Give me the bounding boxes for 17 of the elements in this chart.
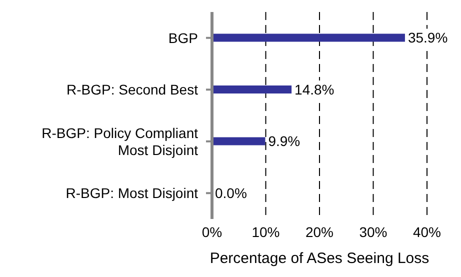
x-tick-label: 40% [412,224,442,240]
data-label: 9.9% [268,133,300,150]
y-tick-label: BGP [168,30,198,46]
y-tick-label: R-BGP: Policy Compliant Most Disjoint [42,124,198,158]
y-tick-label: R-BGP: Most Disjoint [66,185,198,202]
data-label: 35.9% [408,30,448,46]
bar [212,85,292,94]
x-tick-label: 20% [305,224,334,240]
x-axis-title: Percentage of ASes Seeing Loss [210,250,430,267]
data-label: 14.8% [294,81,334,98]
x-tick-label: 10% [252,224,280,240]
y-tick-label: R-BGP: Second Best [66,82,198,98]
x-tick-label: 30% [359,224,388,240]
bar [212,34,405,42]
data-label: 0.0% [215,184,247,201]
x-tick-label: 0% [202,224,222,240]
bar [212,137,266,146]
